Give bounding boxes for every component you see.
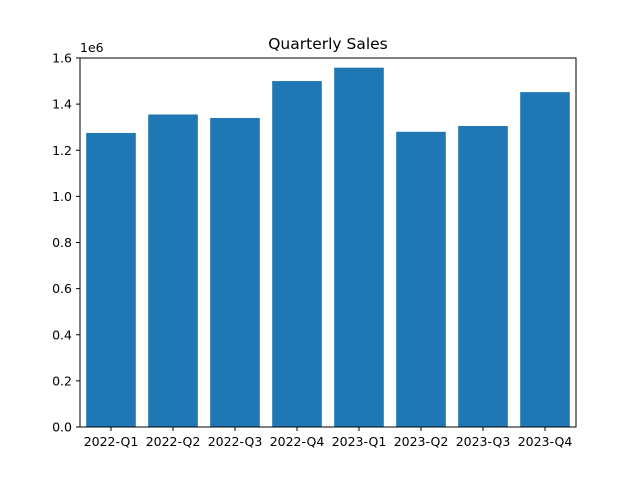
y-axis-ticks: 0.0 0.2 0.4 0.6 0.8 1.0 1.2 1.4 1.6 (52, 51, 80, 435)
bar-2023-Q1 (334, 67, 384, 427)
x-tick-label: 2023-Q3 (456, 434, 511, 449)
bar-2023-Q2 (396, 131, 446, 428)
x-tick-label: 2022-Q4 (270, 434, 325, 449)
y-tick-label: 0.6 (52, 281, 72, 296)
x-tick-label: 2023-Q4 (518, 434, 573, 449)
bar-2022-Q1 (86, 132, 136, 427)
y-tick-label: 0.0 (52, 420, 72, 435)
x-tick-label: 2022-Q2 (146, 434, 201, 449)
chart-title: Quarterly Sales (268, 35, 388, 53)
bar-2022-Q2 (148, 114, 198, 427)
x-tick-label: 2023-Q1 (332, 434, 387, 449)
y-tick-label: 1.4 (52, 97, 72, 112)
y-tick-label: 0.2 (52, 373, 72, 388)
x-tick-label: 2022-Q3 (208, 434, 263, 449)
y-offset-label: 1e6 (80, 40, 104, 55)
bar-2023-Q4 (520, 92, 570, 427)
x-tick-label: 2022-Q1 (84, 434, 139, 449)
y-tick-label: 0.4 (52, 327, 72, 342)
plot-area-frame (79, 57, 577, 428)
y-tick-label: 1.6 (52, 51, 72, 66)
bar-2022-Q4 (272, 81, 322, 427)
bar-2022-Q3 (210, 117, 260, 428)
y-tick-label: 1.2 (52, 143, 72, 158)
x-tick-label: 2023-Q2 (394, 434, 449, 449)
y-tick-label: 0.8 (52, 235, 72, 250)
x-axis-ticks: 2022-Q1 2022-Q2 2022-Q3 2022-Q4 2023-Q1 2023-… (84, 427, 573, 449)
bars-layer (86, 67, 570, 428)
y-tick-label: 1.0 (52, 189, 72, 204)
bar-2023-Q3 (458, 126, 508, 427)
